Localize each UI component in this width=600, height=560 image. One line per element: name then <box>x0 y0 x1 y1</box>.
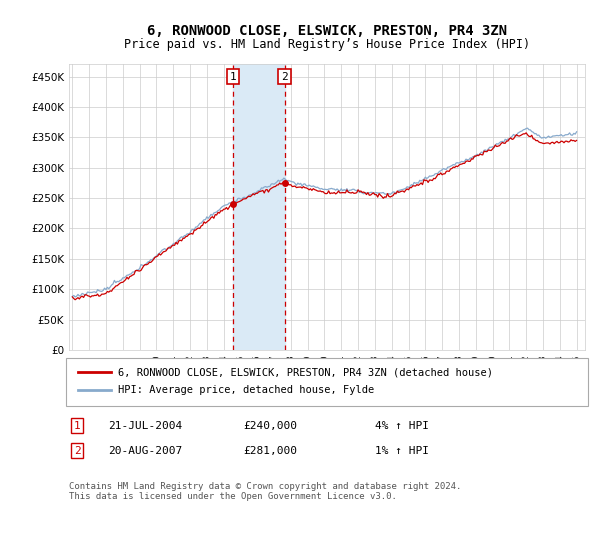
Text: 20-AUG-2007: 20-AUG-2007 <box>108 446 182 456</box>
Text: 6, RONWOOD CLOSE, ELSWICK, PRESTON, PR4 3ZN: 6, RONWOOD CLOSE, ELSWICK, PRESTON, PR4 … <box>147 24 507 38</box>
Text: Price paid vs. HM Land Registry’s House Price Index (HPI): Price paid vs. HM Land Registry’s House … <box>124 38 530 51</box>
Text: Contains HM Land Registry data © Crown copyright and database right 2024.
This d: Contains HM Land Registry data © Crown c… <box>69 482 461 501</box>
Text: £281,000: £281,000 <box>243 446 297 456</box>
Text: 1: 1 <box>74 421 80 431</box>
Point <box>280 179 289 188</box>
Text: 1: 1 <box>229 72 236 82</box>
Text: 6, RONWOOD CLOSE, ELSWICK, PRESTON, PR4 3ZN (detached house): 6, RONWOOD CLOSE, ELSWICK, PRESTON, PR4 … <box>118 367 493 377</box>
Text: 4% ↑ HPI: 4% ↑ HPI <box>375 421 429 431</box>
Point <box>228 200 238 209</box>
Text: £240,000: £240,000 <box>243 421 297 431</box>
Text: 21-JUL-2004: 21-JUL-2004 <box>108 421 182 431</box>
Bar <box>233 64 284 350</box>
Text: 1% ↑ HPI: 1% ↑ HPI <box>375 446 429 456</box>
Text: 2: 2 <box>281 72 288 82</box>
Text: HPI: Average price, detached house, Fylde: HPI: Average price, detached house, Fyld… <box>118 385 374 395</box>
Text: 2: 2 <box>74 446 80 456</box>
